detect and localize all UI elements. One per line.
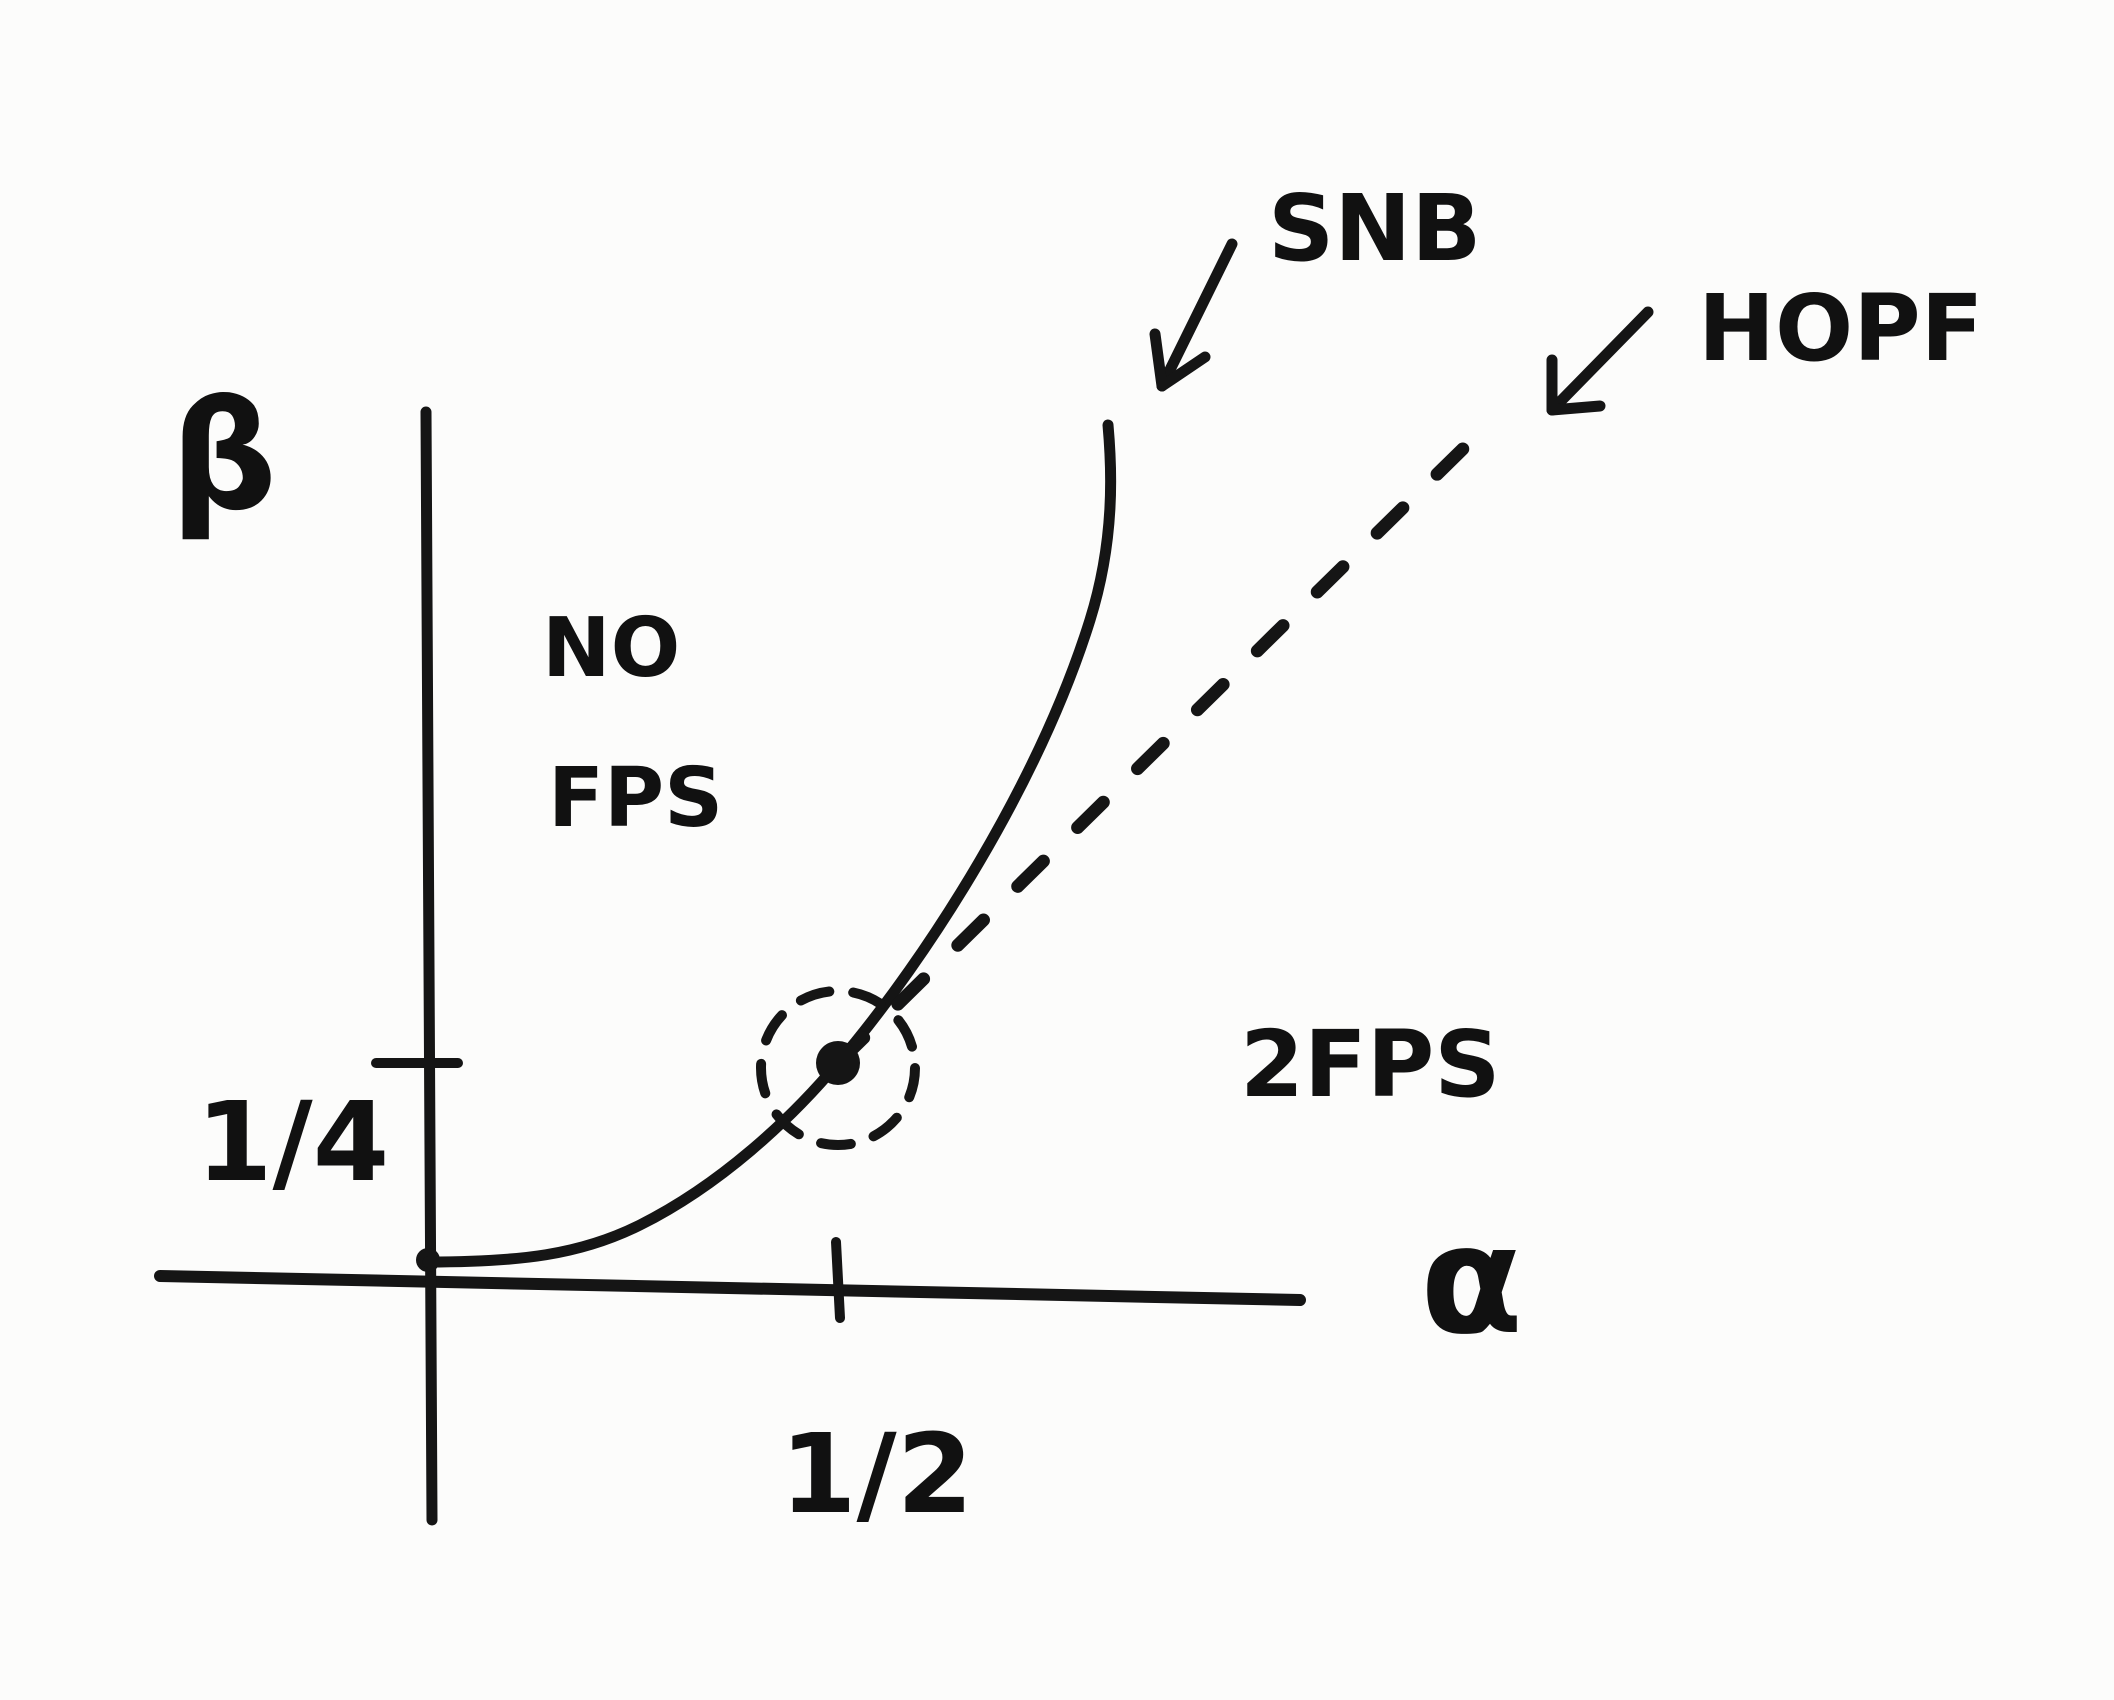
y-axis	[420, 406, 438, 1526]
snb-arrow-shaft	[1156, 238, 1238, 392]
x-axis	[154, 1270, 1306, 1306]
snb-label: SNB	[1268, 175, 1481, 282]
hopf-arrow-head	[1546, 354, 1606, 416]
snb-curve	[422, 419, 1117, 1268]
region-label-fps: FPS	[548, 751, 723, 846]
bogdanov-takens-point	[816, 1041, 860, 1085]
y-axis-label: β	[170, 370, 277, 544]
y-tick-label: 1/4	[196, 1078, 389, 1206]
snb-arrow-head	[1149, 328, 1211, 392]
hopf-label: HOPF	[1698, 275, 1983, 382]
x-tick-label: 1/2	[780, 1410, 973, 1538]
x-axis-label: α	[1420, 1194, 1523, 1368]
hopf-curve	[831, 425, 1487, 1070]
x-tick-mark	[831, 1237, 845, 1323]
highlight-circle	[756, 986, 920, 1150]
hopf-arrow-shaft	[1546, 306, 1654, 416]
region-label-2fps: 2FPS	[1240, 1011, 1501, 1118]
region-label-no: NO	[542, 601, 680, 696]
